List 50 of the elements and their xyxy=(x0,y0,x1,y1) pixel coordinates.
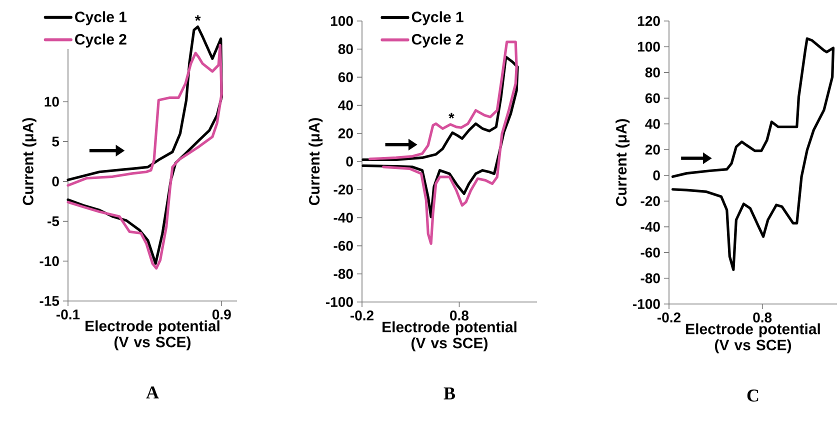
y-tick-label: 80 xyxy=(645,67,660,78)
legend-label: Cycle 1 xyxy=(75,11,127,26)
x-tick-label: 0.9 xyxy=(212,310,231,320)
y-tick-label: 20 xyxy=(338,128,353,138)
y-axis-title: Current (μA) xyxy=(22,118,36,206)
y-tick-label: 120 xyxy=(638,16,660,26)
y-tick-label: 60 xyxy=(645,93,660,104)
y-tick-label: -40 xyxy=(640,222,660,232)
y-tick-label: -40 xyxy=(334,212,353,223)
y-tick-label: -100 xyxy=(633,299,660,309)
y-tick-label: 40 xyxy=(645,118,660,129)
y-axis-title: Current (μA) xyxy=(616,119,630,206)
y-tick-label: 0 xyxy=(653,170,660,180)
y-tick-label: -20 xyxy=(334,184,353,195)
y-tick-label: -100 xyxy=(326,297,353,307)
y-tick-label: -80 xyxy=(334,268,353,279)
text: C xyxy=(747,390,758,402)
y-tick-label: -5 xyxy=(48,216,60,226)
x-axis-title: Electrode potential (V vs SCE) xyxy=(382,321,516,352)
legend-label: Cycle 2 xyxy=(75,34,126,48)
x-axis-title: Electrode potential (V vs SCE) xyxy=(686,323,820,354)
y-tick-label: 60 xyxy=(338,72,353,82)
x-axis-title: Electrode potential (V vs SCE) xyxy=(86,320,220,350)
y-tick-label: 10 xyxy=(44,96,59,107)
y-tick-label: 0 xyxy=(346,156,353,166)
y-tick-label: -10 xyxy=(40,256,59,266)
legend-label: Cycle 1 xyxy=(412,11,464,26)
y-tick-label: 40 xyxy=(338,100,353,110)
y-tick-label: 0 xyxy=(52,176,59,186)
x-tick-label: 0.8 xyxy=(753,312,772,322)
annotation: * xyxy=(194,15,201,21)
legend-label: Cycle 2 xyxy=(412,34,464,48)
y-tick-label: 100 xyxy=(638,42,660,52)
y-tick-label: -60 xyxy=(640,248,660,258)
annotation: * xyxy=(448,112,454,118)
y-tick-label: 80 xyxy=(338,44,353,54)
y-axis-title: Current (μA) xyxy=(308,118,323,206)
x-tick-label: -0.1 xyxy=(56,310,80,320)
y-tick-label: 100 xyxy=(330,16,353,26)
y-tick-label: -15 xyxy=(40,296,60,306)
text: A xyxy=(146,386,159,398)
x-tick-label: -0.2 xyxy=(657,312,681,322)
y-tick-label: -20 xyxy=(640,196,660,206)
x-tick-label: -0.2 xyxy=(350,310,374,320)
y-tick-label: -60 xyxy=(334,240,353,251)
y-tick-label: 20 xyxy=(645,144,660,155)
y-tick-label: 5 xyxy=(52,136,60,146)
x-tick-label: 0.8 xyxy=(450,310,469,320)
text: B xyxy=(444,388,456,400)
y-tick-label: -80 xyxy=(640,273,660,284)
